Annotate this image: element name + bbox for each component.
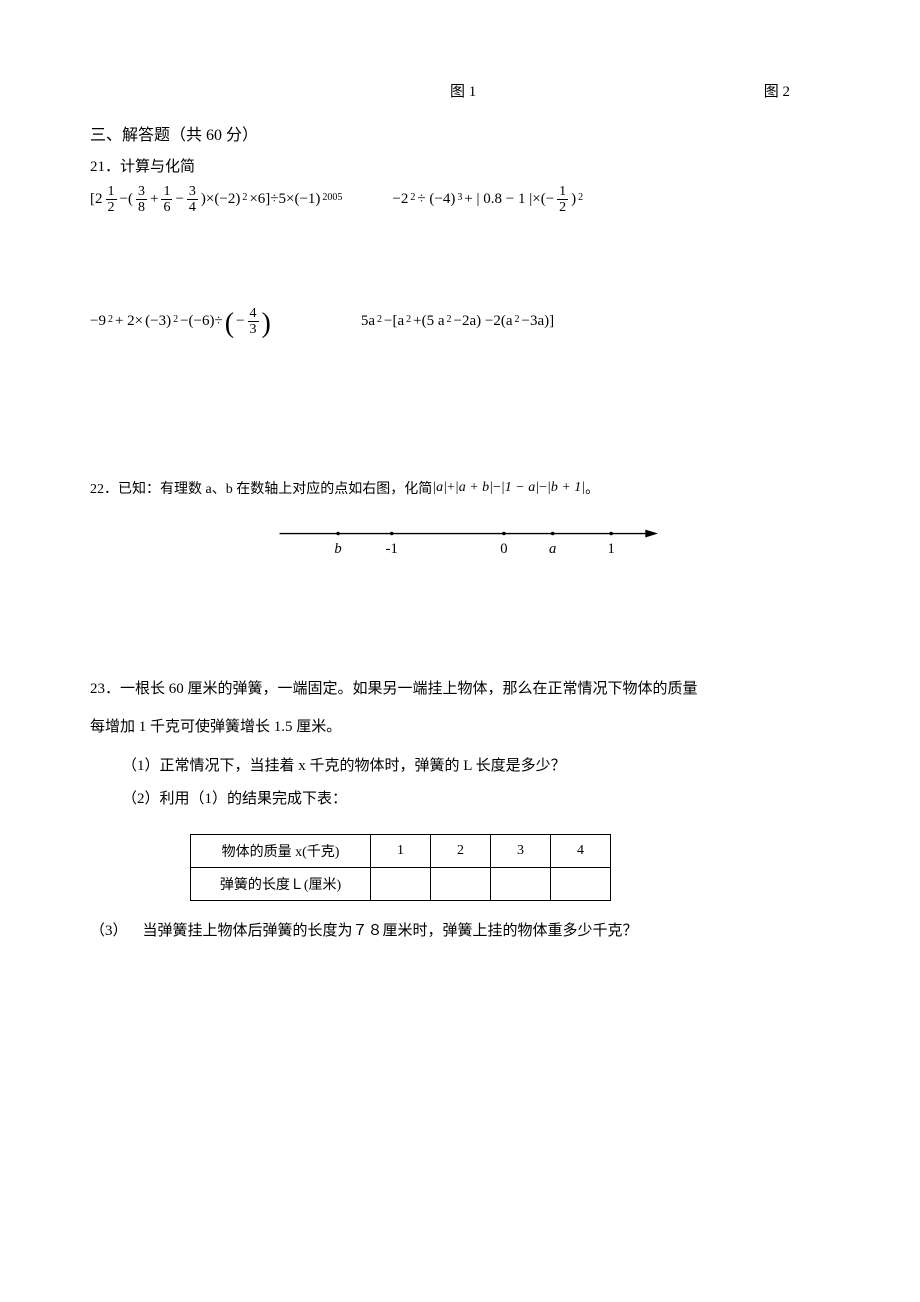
q23-line1: 23．一根长 60 厘米的弹簧，一端固定。如果另一端挂上物体，那么在正常情况下物… <box>90 674 830 704</box>
table-cell: 4 <box>551 835 611 868</box>
svg-text:b: b <box>334 541 341 557</box>
q22-prefix: 22． <box>90 478 118 498</box>
eq1-frac1: 1 2 <box>106 184 117 216</box>
eq3-frac: 4 3 <box>248 306 259 338</box>
table-cell <box>371 868 431 901</box>
svg-text:0: 0 <box>500 541 507 557</box>
eq-row-1: [2 1 2 −( 3 8 + 1 6 − 3 4 )×(−2) 2 ×6]÷5… <box>90 184 830 216</box>
eq2-frac: 1 2 <box>557 184 568 216</box>
fig1-label: 图 1 <box>450 80 476 101</box>
table-cell: 1 <box>371 835 431 868</box>
abs-b-plus-1: b + 1 <box>547 480 585 496</box>
equation-2: −2 2 ÷ (−4) 3 + | 0.8 − 1 |×(− 1 2 ) 2 <box>392 184 583 216</box>
abs-1-minus-a: 1 − a <box>501 480 539 496</box>
q23-sub3-text: 当弹簧挂上物体后弹簧的长度为７８厘米时，弹簧上挂的物体重多少千克？ <box>143 923 638 939</box>
fig2-label: 图 2 <box>764 80 790 101</box>
spring-table: 物体的质量 x(千克) 1 2 3 4 弹簧的长度Ｌ(厘米) <box>190 834 611 901</box>
abs-a-plus-b: a + b <box>455 480 493 496</box>
equation-3: −9 2 + 2× (−3) 2 −(−6)÷ ( − 4 3 ) <box>90 306 271 338</box>
table-row: 弹簧的长度Ｌ(厘米) <box>191 868 611 901</box>
eq-row-2: −9 2 + 2× (−3) 2 −(−6)÷ ( − 4 3 ) 5a 2 −… <box>90 306 830 338</box>
q23-sub2: （2）利用（1）的结果完成下表： <box>122 783 830 816</box>
eq1-frac3: 1 6 <box>161 184 172 216</box>
left-paren: ( <box>225 317 234 331</box>
svg-text:-1: -1 <box>386 541 398 557</box>
table-cell <box>431 868 491 901</box>
table-cell <box>551 868 611 901</box>
number-line: b -1 0 a 1 <box>260 516 660 565</box>
table-cell <box>491 868 551 901</box>
q23-line2: 每增加 1 千克可使弹簧增长 1.5 厘米。 <box>90 712 830 742</box>
table-cell: 2 <box>431 835 491 868</box>
q22-text: 22． 已知：有理数 a、b 在数轴上对应的点如右图，化简 a + a + b … <box>90 478 830 498</box>
table-cell: 3 <box>491 835 551 868</box>
section-title: 三、解答题（共 60 分） <box>90 121 830 145</box>
row1-header: 物体的质量 x(千克) <box>191 835 371 868</box>
row2-header: 弹簧的长度Ｌ(厘米) <box>191 868 371 901</box>
table-row: 物体的质量 x(千克) 1 2 3 4 <box>191 835 611 868</box>
abs-a: a <box>432 480 447 496</box>
equation-4: 5a 2 −[a 2 +(5 a 2 −2a) −2(a 2 −3a)] <box>361 313 554 330</box>
svg-text:a: a <box>549 541 556 557</box>
q23-sub3-prefix: （3） <box>90 923 128 939</box>
svg-text:1: 1 <box>608 541 615 557</box>
q22-body: 已知：有理数 a、b 在数轴上对应的点如右图，化简 <box>118 478 432 498</box>
eq1-frac4: 3 4 <box>187 184 198 216</box>
right-paren: ) <box>262 317 271 331</box>
q23-sub1: （1）正常情况下，当挂着 x 千克的物体时，弹簧的 L 长度是多少？ <box>122 750 830 783</box>
q23-sub3: （3） 当弹簧挂上物体后弹簧的长度为７８厘米时，弹簧上挂的物体重多少千克？ <box>90 919 830 940</box>
eq1-prefix: [2 <box>90 191 103 208</box>
figure-labels: 图 1 图 2 <box>90 80 830 101</box>
equation-1: [2 1 2 −( 3 8 + 1 6 − 3 4 )×(−2) 2 ×6]÷5… <box>90 184 342 216</box>
eq1-frac2: 3 8 <box>136 184 147 216</box>
q21-label: 21．计算与化简 <box>90 155 830 176</box>
